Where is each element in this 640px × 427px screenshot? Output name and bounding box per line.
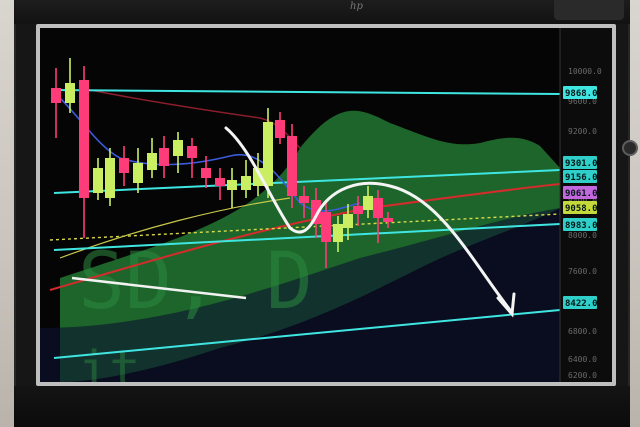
y-tick-label: 10000.0	[568, 67, 602, 76]
candle-body	[311, 200, 321, 224]
arrow-head-icon	[496, 292, 516, 318]
candle-body	[51, 88, 61, 103]
candle-body	[159, 148, 169, 166]
y-tick-label: 6200.0	[568, 371, 597, 380]
price-tag-box	[563, 296, 597, 309]
candle-body	[133, 163, 143, 183]
level-line-9868	[53, 89, 561, 95]
candle-body	[79, 80, 89, 198]
y-tick-label: 6400.0	[568, 355, 597, 364]
y-tick-label: 6800.0	[568, 327, 597, 336]
price-tag-label: 9058.0	[565, 204, 598, 214]
candle-body	[241, 176, 251, 190]
price-tags: 9868.0 9301.0 9156.0 9061.0 9058.0 8983.0 8422…	[563, 86, 598, 309]
price-tag-label: 8983.0	[565, 221, 598, 231]
y-tick-label: 9600.0	[568, 97, 597, 106]
price-tag-label: 9301.0	[565, 159, 598, 169]
candle-body	[201, 168, 211, 178]
monitor: hp SD, D it	[14, 0, 638, 427]
price-tag-label: 8422.0	[565, 299, 598, 309]
monitor-top-bezel: hp	[14, 0, 630, 24]
price-tag-box	[563, 201, 597, 214]
candle-body	[287, 136, 297, 196]
monitor-bottom-bezel	[14, 386, 630, 427]
candle-body	[373, 198, 383, 218]
candle-body	[93, 168, 103, 193]
candle-body	[299, 196, 309, 203]
projection-arrow	[224, 126, 512, 312]
price-tag-label: 9156.0	[565, 173, 598, 183]
power-icon[interactable]	[622, 140, 638, 156]
candle-body	[119, 158, 129, 173]
trading-chart-screen: SD, D it 10000.0 960	[40, 28, 612, 382]
lower-cloud-shade	[40, 208, 560, 382]
candle-body	[343, 214, 353, 228]
candle-body	[321, 212, 331, 242]
candle-body	[215, 178, 225, 186]
yellow-dotted-line	[49, 213, 561, 241]
red-moving-average	[49, 183, 561, 291]
candlestick-group	[51, 58, 393, 268]
candle-body	[105, 158, 115, 198]
dark-red-line	[79, 87, 301, 149]
candle-body	[263, 122, 273, 186]
candle-body	[253, 168, 263, 186]
price-tag-box	[563, 170, 597, 183]
candle-body	[147, 153, 157, 170]
brand-logo: hp	[350, 1, 363, 12]
watermark-text-bottom: it	[78, 341, 141, 382]
price-tag-label: 9868.0	[565, 89, 598, 99]
y-tick-label: 9200.0	[568, 127, 597, 136]
candle-body	[173, 140, 183, 156]
white-trend-line	[71, 276, 247, 300]
level-line-8422	[53, 309, 561, 359]
price-tag-box	[563, 218, 597, 231]
candle-body	[363, 196, 373, 210]
candle-body	[333, 224, 343, 242]
candle-body	[227, 180, 237, 190]
price-tag-box	[563, 186, 597, 199]
candle-body	[353, 206, 363, 214]
candle-body	[187, 146, 197, 158]
candle-body	[65, 83, 75, 103]
candle-body	[275, 120, 285, 138]
level-line-8983	[53, 223, 561, 251]
candle-body	[383, 218, 393, 222]
price-tag-box	[563, 156, 597, 169]
y-tick-label: 7600.0	[568, 267, 597, 276]
price-tag-box	[563, 86, 597, 99]
y-tick-label: 8000.0	[568, 231, 597, 240]
monitor-tab	[554, 0, 624, 20]
price-tag-label: 9061.0	[565, 189, 598, 199]
